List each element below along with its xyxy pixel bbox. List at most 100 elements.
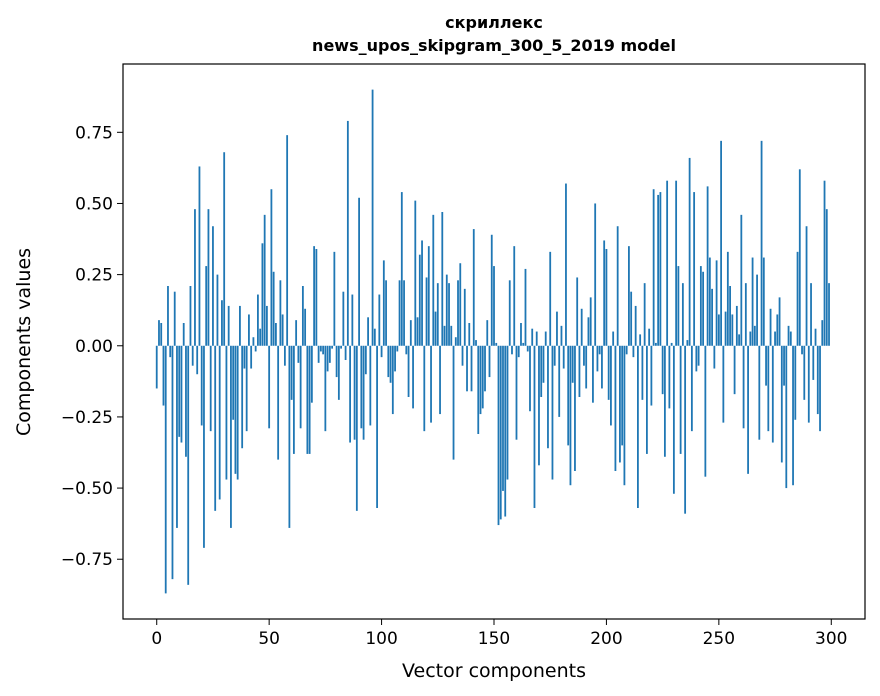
- bar: [778, 297, 781, 346]
- bar: [187, 345, 190, 585]
- bar: [315, 249, 318, 346]
- bar: [742, 345, 745, 429]
- bar: [547, 345, 549, 449]
- bar: [524, 268, 527, 346]
- x-tick-label: 200: [590, 629, 622, 649]
- bar: [785, 345, 788, 489]
- chart-title: скриллекс: [445, 13, 543, 32]
- bar: [619, 345, 621, 463]
- bar: [261, 243, 264, 346]
- bar: [614, 345, 617, 471]
- bar: [733, 345, 736, 395]
- bar: [466, 345, 468, 392]
- bar: [639, 334, 642, 346]
- bar: [567, 345, 570, 446]
- bar: [531, 328, 534, 346]
- bar: [349, 345, 351, 443]
- bar: [758, 345, 761, 440]
- bar: [209, 345, 212, 432]
- bar: [164, 345, 167, 594]
- bar: [666, 180, 669, 346]
- bar: [355, 345, 358, 511]
- bar: [353, 345, 356, 440]
- bar: [182, 323, 185, 346]
- bar: [740, 214, 743, 346]
- bar: [477, 345, 480, 434]
- bar: [283, 345, 286, 366]
- bar: [443, 325, 446, 346]
- bar: [641, 345, 644, 400]
- bar: [792, 345, 794, 486]
- bar: [769, 308, 772, 346]
- bar: [542, 345, 545, 383]
- bar: [538, 345, 540, 466]
- bar: [713, 345, 716, 369]
- bar: [828, 283, 830, 346]
- bar: [324, 345, 327, 432]
- bar: [218, 345, 221, 500]
- bar: [472, 229, 475, 346]
- x-tick-label: 0: [151, 629, 162, 649]
- bar: [765, 345, 767, 386]
- bar: [173, 291, 176, 346]
- bar: [266, 305, 268, 346]
- bar: [603, 240, 606, 346]
- bar: [301, 286, 304, 346]
- bar: [185, 345, 187, 457]
- bar: [704, 345, 707, 477]
- bar: [380, 345, 383, 358]
- bar: [515, 345, 518, 440]
- bar: [241, 345, 244, 449]
- bar: [328, 345, 331, 363]
- bar: [717, 314, 720, 346]
- bar: [414, 200, 417, 346]
- bar: [677, 266, 680, 346]
- bar: [178, 345, 181, 437]
- bar: [499, 345, 502, 520]
- bar: [823, 180, 826, 346]
- bar: [533, 345, 536, 508]
- bar: [346, 120, 349, 346]
- bar: [762, 257, 765, 346]
- bar: [587, 317, 590, 346]
- bar: [277, 345, 280, 460]
- y-tick-label: 0.75: [75, 123, 113, 143]
- bar: [738, 334, 740, 346]
- bar: [234, 345, 237, 474]
- bar: [562, 345, 565, 369]
- bar: [430, 345, 432, 423]
- bar: [425, 277, 428, 346]
- bar: [580, 308, 583, 346]
- bar: [189, 286, 192, 346]
- bar: [310, 345, 313, 403]
- bar: [232, 345, 235, 420]
- bar: [735, 305, 738, 346]
- x-axis-ticks: 0 50 100 150 200 250 300: [151, 619, 847, 649]
- bar: [313, 246, 316, 346]
- bar: [517, 345, 520, 358]
- bar: [360, 345, 363, 429]
- bar: [526, 345, 529, 352]
- bar: [594, 203, 597, 346]
- y-tick-label: 0.25: [75, 266, 113, 286]
- bar: [398, 280, 401, 346]
- bar: [200, 345, 203, 426]
- bar: [387, 345, 390, 378]
- bar: [697, 345, 700, 366]
- bar: [646, 345, 648, 454]
- bar: [286, 135, 289, 346]
- bar: [688, 157, 691, 346]
- x-tick-label: 250: [703, 629, 735, 649]
- bar: [439, 345, 441, 415]
- bar: [254, 345, 257, 352]
- bar: [708, 257, 711, 346]
- bar: [787, 325, 790, 346]
- bar: [362, 345, 365, 440]
- bar: [239, 305, 241, 346]
- bar: [747, 345, 749, 474]
- bar: [176, 345, 178, 528]
- bar: [652, 189, 655, 346]
- bar: [207, 209, 210, 346]
- bar: [461, 345, 464, 366]
- bar: [605, 249, 608, 346]
